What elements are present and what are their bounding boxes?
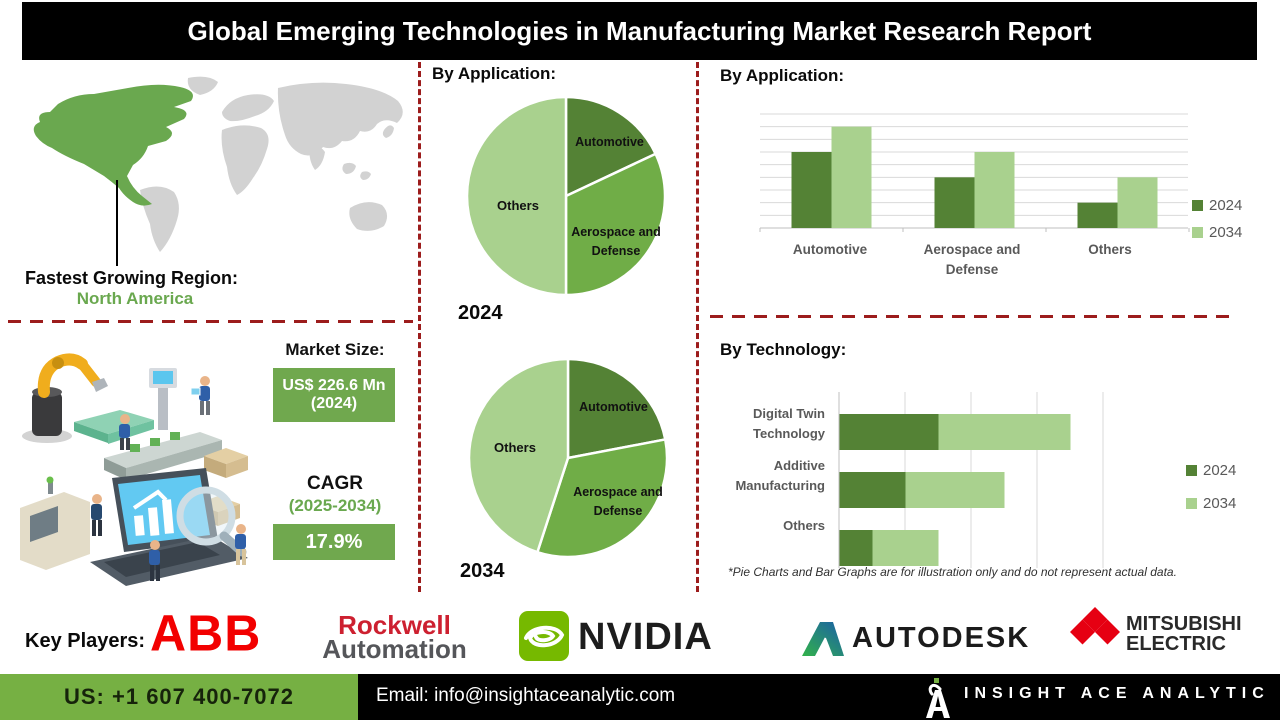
parts-tray-illustration: [74, 410, 154, 444]
divider-vertical-left: [418, 62, 421, 592]
africa-shape: [221, 125, 269, 195]
insightace-brand: INSIGHT ACE ANALYTIC: [964, 685, 1270, 702]
north-america-highlight: [33, 84, 193, 206]
conveyor-illustration: [104, 432, 222, 480]
report-title-bar: Global Emerging Technologies in Manufact…: [22, 2, 1257, 60]
greenland-shape: [187, 76, 218, 95]
world-map: [33, 76, 403, 252]
pie-2034-label-aerospace: Aerospace and Defense: [573, 485, 663, 518]
footer-phone-box: US: +1 607 400-7072: [0, 674, 358, 720]
control-station-illustration: [149, 368, 177, 430]
cnc-machine-illustration: [20, 476, 90, 570]
autodesk-icon: [802, 622, 844, 656]
tech-legend-swatch-2024: [1186, 465, 1197, 476]
footer-bar: [358, 674, 1280, 720]
tech-legend-swatch-2034: [1186, 498, 1197, 509]
nvidia-logo: NVIDIA: [578, 616, 713, 658]
legend-label-2024: 2024: [1209, 197, 1243, 214]
pie-chart-2034: [467, 357, 669, 559]
cagr-value: 17.9%: [273, 524, 395, 560]
tech-section-heading: By Technology:: [720, 340, 847, 359]
pie-2034-year: 2034: [460, 560, 505, 582]
india-shape: [309, 146, 325, 170]
market-size-label: Market Size:: [285, 340, 385, 359]
worker-magnifier-illustration: [235, 524, 246, 565]
footer-phone: US: +1 607 400-7072: [64, 684, 294, 709]
legend-label-2034: 2034: [1209, 224, 1243, 241]
mitsubishi-logo-bottom: ELECTRIC: [1126, 633, 1226, 655]
technology-bar-chart: [838, 392, 1104, 568]
pie-2024-label-others: Others: [497, 198, 539, 213]
abb-logo: ABB: [150, 604, 262, 662]
worker-illustration: [119, 414, 130, 450]
tech-category-digital-twin: Digital Twin Technology: [753, 406, 825, 441]
mitsubishi-icon: [1070, 607, 1120, 645]
key-players-label: Key Players:: [25, 630, 146, 652]
tech-legend-label-2024: 2024: [1203, 462, 1237, 479]
market-size-value: US$ 226.6 Mn (2024): [273, 368, 395, 422]
tech-legend-label-2034: 2034: [1203, 495, 1237, 512]
pie-2024-year: 2024: [458, 302, 503, 324]
rockwell-logo: Rockwell Automation: [302, 610, 487, 664]
fastest-region-value: North America: [76, 289, 194, 308]
cagr-period: (2025-2034): [288, 496, 382, 515]
pie-section-heading: By Application:: [432, 64, 557, 83]
bar-legend-2034: 2034: [1192, 224, 1242, 241]
map-pointer-line: [116, 180, 118, 266]
pie-chart-2024: [465, 95, 667, 297]
europe-shape: [222, 94, 274, 122]
rockwell-logo-top: Rockwell: [338, 610, 451, 640]
tech-legend-2024: 2024: [1186, 462, 1236, 479]
cagr-label: CAGR: [307, 473, 363, 494]
divider-left-horizontal: [8, 320, 413, 323]
south-america-shape: [140, 186, 179, 252]
footer-email: Email: info@insightaceanalytic.com: [376, 685, 676, 706]
tech-category-others: Others: [783, 518, 825, 533]
legend-swatch-2034: [1192, 227, 1203, 238]
nvidia-icon: [519, 611, 569, 661]
worker-tablet-illustration: [190, 376, 210, 415]
worker-machine-illustration: [91, 494, 102, 536]
robot-arm-illustration: [22, 353, 108, 443]
bar-category-others: Others: [1088, 242, 1132, 257]
legend-swatch-2024: [1192, 200, 1203, 211]
chart-disclaimer: *Pie Charts and Bar Graphs are for illus…: [728, 565, 1177, 579]
autodesk-logo: AUTODESK: [852, 622, 1031, 654]
bar-section-heading: By Application:: [720, 66, 845, 85]
insightace-logo-icon: [926, 678, 950, 718]
pie-2024-label-automotive: Automotive: [575, 135, 644, 149]
report-title: Global Emerging Technologies in Manufact…: [187, 15, 1092, 46]
worker-laptop-illustration: [149, 540, 160, 581]
pie-2034-label-others: Others: [494, 440, 536, 455]
divider-vertical-right: [696, 62, 699, 592]
bar-legend-2024: 2024: [1192, 197, 1242, 214]
pie-2034-label-automotive: Automotive: [579, 400, 648, 414]
rockwell-logo-bottom: Automation: [322, 634, 467, 664]
australia-shape: [349, 202, 388, 231]
fastest-region-label: Fastest Growing Region:: [25, 268, 239, 288]
bar-category-automotive: Automotive: [792, 242, 868, 257]
divider-right-horizontal: [710, 315, 1232, 318]
tech-category-additive: Additive Manufacturing: [735, 458, 825, 493]
tech-legend-2034: 2034: [1186, 495, 1236, 512]
bar-category-aerospace: Aerospace and Defense: [923, 242, 1021, 277]
laptop-illustration: [90, 468, 248, 586]
asia-shape: [277, 82, 403, 156]
manufacturing-illustration: [20, 353, 248, 586]
pie-2024-label-aerospace: Aerospace and Defense: [571, 225, 661, 258]
mitsubishi-logo: MITSUBISHI ELECTRIC: [1126, 614, 1242, 654]
application-bar-chart: [759, 113, 1190, 232]
mitsubishi-logo-top: MITSUBISHI: [1126, 613, 1242, 635]
